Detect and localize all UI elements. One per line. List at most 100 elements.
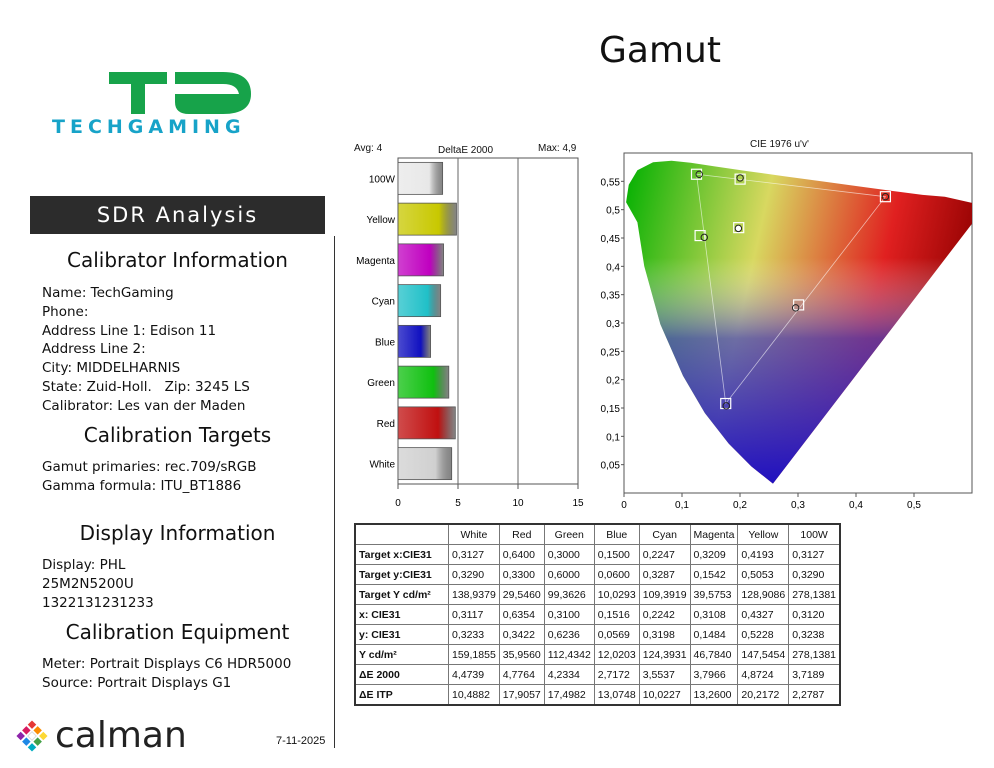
table-cell: 0,3287 bbox=[638, 564, 691, 585]
equipment-heading: Calibration Equipment bbox=[65, 620, 290, 644]
y-tick-label: 0,2 bbox=[606, 376, 620, 387]
table-cell: 0,3000 bbox=[543, 544, 595, 565]
x-tick-label: 0,4 bbox=[849, 500, 863, 511]
table-row: Target y:CIE31 0,3290 0,3300 0,6000 0,0600 0,… bbox=[354, 564, 841, 585]
table-cell: 0,2247 bbox=[638, 544, 691, 565]
table-cell: 0,3290 bbox=[448, 564, 500, 585]
spectral-locus-shade bbox=[626, 160, 972, 484]
table-row: ΔE ITP 10,4882 17,9057 17,4982 13,0748 10,022… bbox=[354, 684, 841, 706]
info-line: Address Line 2: bbox=[42, 341, 146, 358]
targets-heading: Calibration Targets bbox=[83, 423, 272, 447]
delta-max-label: Max: 4,9 bbox=[538, 143, 577, 154]
table-cell: 2,2787 bbox=[788, 684, 841, 706]
table-cell: 29,5460 bbox=[498, 584, 545, 605]
target-marker bbox=[879, 191, 892, 203]
table-cell: 4,2334 bbox=[543, 664, 595, 685]
target-marker bbox=[690, 168, 703, 180]
table-cell: 0,5228 bbox=[737, 624, 790, 645]
logo-text: TECHGAMING bbox=[52, 116, 246, 138]
table-cell: 0,3290 bbox=[788, 564, 841, 585]
analysis-banner: SDR Analysis bbox=[30, 196, 325, 234]
measured-point bbox=[734, 224, 743, 233]
table-cell: 0,3300 bbox=[498, 564, 545, 585]
table-cell: 0,3100 bbox=[543, 604, 595, 625]
table-cell: 12,0203 bbox=[593, 644, 640, 665]
table-cell: 124,3931 bbox=[638, 644, 691, 665]
y-tick-label: 0,5 bbox=[606, 206, 620, 217]
table-cell: 0,6236 bbox=[543, 624, 595, 645]
table-cell: 10,4882 bbox=[448, 684, 500, 706]
y-tick-label: 0,45 bbox=[601, 234, 621, 245]
row-header: Target y:CIE31 bbox=[354, 564, 449, 585]
table-cell: 13,0748 bbox=[593, 684, 640, 706]
measured-point bbox=[700, 233, 708, 242]
table-cell: 35,9560 bbox=[498, 644, 545, 665]
table-cell: 46,7840 bbox=[689, 644, 739, 665]
table-cell: 128,9086 bbox=[737, 584, 790, 605]
target-marker bbox=[694, 229, 706, 242]
measured-point bbox=[695, 170, 703, 179]
table-cell: 0,1516 bbox=[593, 604, 640, 625]
calman-logo: calman bbox=[15, 715, 187, 756]
table-cell: 0,4193 bbox=[737, 544, 790, 565]
info-line: Gamma formula: ITU_BT1886 bbox=[42, 477, 242, 494]
x-tick-label: 5 bbox=[455, 498, 461, 509]
y-tick-label: 0,1 bbox=[606, 432, 620, 443]
bar-magenta bbox=[397, 243, 444, 277]
table-row: y: CIE31 0,3233 0,3422 0,6236 0,0569 0,3198 0,… bbox=[354, 624, 841, 645]
delta-chart-title: DeltaE 2000 bbox=[438, 145, 494, 156]
category-label: Blue bbox=[375, 337, 395, 348]
table-cell: 0,3209 bbox=[689, 544, 739, 565]
table-cell: 138,9379 bbox=[448, 584, 500, 605]
table-cell: 0,1542 bbox=[689, 564, 739, 585]
targets-info: Gamut primaries: rec.709/sRGB Gamma form… bbox=[42, 458, 257, 496]
equipment-info: Meter: Portrait Displays C6 HDR5000 Sour… bbox=[42, 655, 291, 693]
x-tick-label: 10 bbox=[512, 498, 524, 509]
report-date: 7-11-2025 bbox=[276, 735, 326, 747]
table-cell: 112,4342 bbox=[543, 644, 595, 665]
table-cell: 0,5053 bbox=[737, 564, 790, 585]
table-cell: 0,3108 bbox=[689, 604, 739, 625]
measured-point bbox=[791, 304, 800, 312]
table-cell: 20,2172 bbox=[737, 684, 790, 706]
measured-point bbox=[881, 192, 890, 201]
column-header: Cyan bbox=[638, 523, 691, 545]
calibrator-info: Name: TechGaming Phone: Address Line 1: … bbox=[42, 284, 250, 416]
table-cell: 10,0293 bbox=[593, 584, 640, 605]
calman-diamond-icon bbox=[16, 719, 48, 752]
table-cell: 3,5537 bbox=[638, 664, 691, 685]
column-header: Magenta bbox=[689, 523, 739, 545]
column-header: Red bbox=[498, 523, 545, 545]
table-cell: 4,4739 bbox=[448, 664, 500, 685]
table-cell: 0,3198 bbox=[638, 624, 691, 645]
table-cell: 17,4982 bbox=[543, 684, 595, 706]
info-line: Gamut primaries: rec.709/sRGB bbox=[42, 459, 257, 475]
table-cell: 13,2600 bbox=[689, 684, 739, 706]
table-cell: 4,7764 bbox=[498, 664, 545, 685]
column-header: 100W bbox=[788, 523, 841, 545]
column-header: White bbox=[448, 523, 500, 545]
table-cell: 0,0569 bbox=[593, 624, 640, 645]
row-header: ΔE 2000 bbox=[354, 664, 449, 685]
table-cell: 0,4327 bbox=[737, 604, 790, 625]
y-tick-label: 0,15 bbox=[601, 404, 621, 415]
table-cell: 278,1381 bbox=[788, 644, 841, 665]
x-tick-label: 15 bbox=[572, 498, 584, 509]
table-row: Y cd/m² 159,1855 35,9560 112,4342 12,0203 124… bbox=[354, 644, 841, 665]
y-tick-label: 0,25 bbox=[601, 347, 621, 358]
table-cell: 278,1381 bbox=[788, 584, 841, 605]
bar-green bbox=[397, 365, 450, 399]
column-header: Yellow bbox=[737, 523, 790, 545]
table-cell: 0,6354 bbox=[498, 604, 545, 625]
table-cell: 0,6000 bbox=[543, 564, 595, 585]
info-line: Source: Portrait Displays G1 bbox=[42, 674, 232, 691]
table-row: Target Y cd/m² 138,9379 29,5460 99,3626 10,0… bbox=[354, 584, 841, 605]
measured-point bbox=[736, 174, 744, 182]
bar-100w bbox=[397, 161, 444, 195]
info-line: Address Line 1: Edison 11 bbox=[42, 322, 217, 339]
x-tick-label: 0 bbox=[621, 500, 627, 511]
table-cell: 0,0600 bbox=[593, 564, 640, 585]
x-tick-label: 0,5 bbox=[907, 500, 921, 511]
x-tick-label: 0,1 bbox=[675, 500, 689, 511]
info-line: 1322131231233 bbox=[42, 594, 154, 611]
